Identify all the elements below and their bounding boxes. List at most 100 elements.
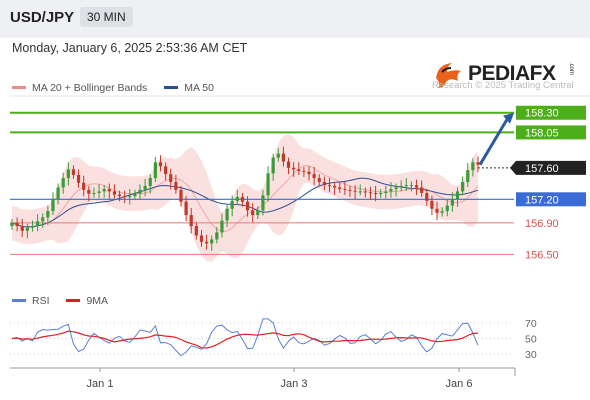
candle-body xyxy=(210,239,214,244)
candle-body xyxy=(358,191,362,193)
x-tick-label-2: Jan 6 xyxy=(446,378,473,390)
candle-body xyxy=(286,161,291,168)
candle-body xyxy=(394,187,398,190)
target-label-bg-1 xyxy=(516,125,586,140)
candle-body xyxy=(266,173,270,196)
candle-body xyxy=(256,210,260,216)
candle-body xyxy=(235,196,239,201)
candle-body xyxy=(425,193,429,201)
candle-body xyxy=(230,200,234,209)
timeframe-button[interactable]: 30 MIN xyxy=(80,7,133,27)
legend-label-9ma: 9MA xyxy=(86,294,109,307)
candle-body xyxy=(174,181,178,190)
candle-body xyxy=(292,167,296,170)
candle-body xyxy=(327,185,332,187)
currency-pair: USD/JPY xyxy=(10,9,75,26)
copyright: Research © 2025 Trading Central xyxy=(432,80,574,91)
datetime: Monday, January 6, 2025 2:53:36 AM CET xyxy=(12,41,248,55)
candle-body xyxy=(312,174,316,179)
rsi-legend: RSI 9MA xyxy=(12,293,122,307)
candle-body xyxy=(297,169,301,171)
candle-body xyxy=(251,210,255,216)
rsi-tick-50: 50 xyxy=(525,334,537,346)
candle-body xyxy=(281,153,286,162)
candle-body xyxy=(76,174,81,183)
candle-body xyxy=(10,222,14,227)
candle-body xyxy=(276,153,280,158)
bollinger-band-area xyxy=(12,134,478,262)
candle-body xyxy=(112,191,117,195)
candle-body xyxy=(153,162,157,179)
candle-body xyxy=(379,193,383,195)
pivot-label-bg xyxy=(516,192,586,207)
current-price-label-bg xyxy=(510,160,586,175)
target-label-bg-0 xyxy=(516,105,586,120)
candle-body xyxy=(450,199,454,206)
candle-body xyxy=(220,220,224,233)
candle-body xyxy=(133,193,137,197)
x-tick-label-0: Jan 1 xyxy=(87,378,114,390)
candle-body xyxy=(102,189,106,192)
candle-body xyxy=(333,185,337,188)
logo-domain: .com xyxy=(568,62,574,76)
ma20-line xyxy=(11,165,479,233)
legend-label-ma50: MA 50 xyxy=(184,81,214,94)
candle-body xyxy=(20,226,24,231)
level-label-156-50: 156.50 xyxy=(525,249,559,261)
candle-body xyxy=(36,221,40,227)
logo-text: PEDIAFX xyxy=(468,62,556,85)
candle-body xyxy=(389,189,393,192)
candle-body xyxy=(25,227,29,231)
candle-body xyxy=(368,192,373,194)
candle-body xyxy=(338,187,342,190)
candle-body xyxy=(461,181,465,192)
candle-body xyxy=(184,201,188,216)
candle-body xyxy=(87,189,91,194)
candle-body xyxy=(199,235,204,242)
legend-label-bb: MA 20 + Bollinger Bands xyxy=(32,81,148,94)
candle-body xyxy=(51,199,55,212)
candle-body xyxy=(30,226,35,228)
level-label-158-30: 158.30 xyxy=(525,108,559,120)
candle-body xyxy=(164,166,168,175)
candle-body xyxy=(322,181,326,186)
candle-body xyxy=(215,232,219,240)
level-label-157-60: 157.60 xyxy=(525,163,559,175)
main-legend: MA 20 + Bollinger Bands MA 50 xyxy=(12,80,228,94)
rsi-tick-70: 70 xyxy=(525,318,537,330)
candle-body xyxy=(61,178,65,188)
legend-item-bb: MA 20 + Bollinger Bands xyxy=(12,82,147,94)
legend-label-rsi: RSI xyxy=(32,294,50,307)
candle-body xyxy=(148,178,152,186)
candle-body xyxy=(435,208,439,213)
candle-body xyxy=(440,211,444,213)
candle-body xyxy=(261,195,265,211)
candle-body xyxy=(466,170,470,182)
candle-body xyxy=(420,187,424,194)
candle-body xyxy=(455,191,460,200)
candle-body xyxy=(169,174,173,182)
candle-body xyxy=(302,170,306,172)
candle-body xyxy=(117,194,122,197)
candle-body xyxy=(143,185,147,190)
candle-body xyxy=(15,222,19,227)
candle-body xyxy=(82,182,86,190)
candle-body xyxy=(399,185,403,188)
candle-body xyxy=(409,185,414,187)
candle-body xyxy=(158,162,163,167)
rsi-ma-line xyxy=(11,330,479,349)
candle-body xyxy=(271,157,275,174)
candle-body xyxy=(343,189,347,191)
bull-logo-icon xyxy=(436,63,461,88)
forecast-arrow-line xyxy=(478,116,510,166)
rsi-tick-30: 30 xyxy=(525,349,537,361)
header-bar: USD/JPY 30 MIN xyxy=(0,0,590,38)
x-tick-label-1: Jan 3 xyxy=(281,378,308,390)
candle-body xyxy=(476,162,480,165)
brand-logo: PEDIAFX .com xyxy=(432,58,578,92)
level-label-157-20: 157.20 xyxy=(525,194,559,206)
candle-body xyxy=(92,193,96,195)
candle-body xyxy=(445,205,449,212)
level-label-158-05: 158.05 xyxy=(525,127,559,139)
